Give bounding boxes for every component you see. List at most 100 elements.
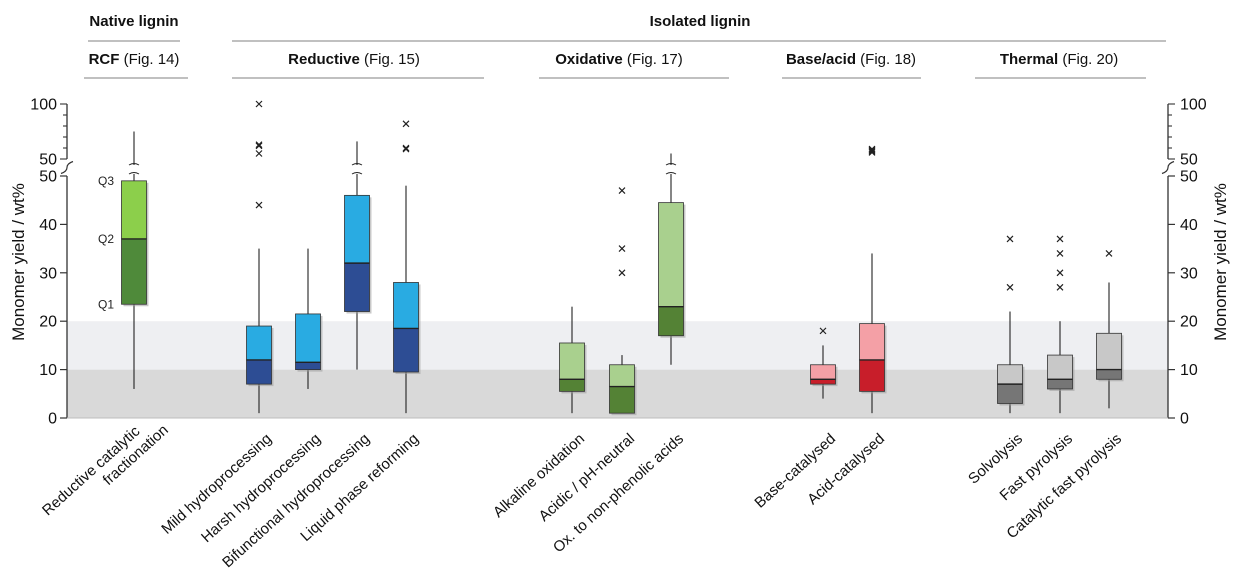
box-3	[344, 141, 372, 370]
outlier-marker	[255, 142, 263, 150]
y-tick-label: 0	[48, 411, 57, 428]
box-upper-quartile	[997, 364, 1023, 385]
y-tick-label: 30	[1180, 265, 1198, 282]
outlier-marker	[618, 269, 626, 277]
outlier-marker	[402, 144, 410, 152]
category-label: Reductive catalyticfractionation	[39, 408, 172, 532]
outlier-marker	[868, 147, 876, 155]
box-7	[658, 153, 686, 365]
group-header: Isolated lignin	[650, 13, 751, 30]
box-upper-quartile	[246, 325, 272, 361]
box-lower-quartile	[121, 238, 147, 305]
box-8	[810, 327, 838, 399]
outlier-marker	[868, 145, 876, 153]
category-label: Base-catalysed	[751, 430, 839, 511]
y-tick-label: 0	[1180, 411, 1189, 428]
box-0	[121, 131, 149, 389]
whisker-break-mark	[665, 172, 677, 175]
whisker-break-mark	[351, 163, 363, 166]
box-4	[393, 120, 421, 414]
y-tick-label: 50	[39, 169, 57, 186]
box-lower-quartile	[295, 361, 321, 370]
y-tick-label: 20	[39, 314, 57, 331]
subgroup-header: Oxidative (Fig. 17)	[555, 51, 683, 68]
box-lower-quartile	[246, 359, 272, 385]
box-lower-quartile	[1047, 378, 1073, 390]
box-upper-quartile	[658, 202, 684, 308]
box-10	[997, 235, 1025, 414]
box-lower-quartile	[997, 383, 1023, 404]
whisker-break-mark	[128, 163, 140, 166]
outlier-marker	[1006, 283, 1014, 291]
whisker-break-mark	[351, 172, 363, 175]
box-lower-quartile	[344, 262, 370, 312]
box-upper-quartile	[121, 180, 147, 240]
outlier-marker	[1105, 250, 1113, 257]
subgroup-header: Base/acid (Fig. 18)	[786, 51, 916, 68]
subgroup-header: Reductive (Fig. 15)	[288, 51, 420, 68]
outlier-marker	[255, 201, 263, 209]
axis-break-mark	[60, 160, 74, 175]
y-tick-label: 30	[39, 265, 57, 282]
quartile-label: Q2	[98, 232, 114, 246]
y-axis-label-left: Monomer yield / wt%	[9, 183, 28, 341]
outlier-marker	[402, 120, 410, 128]
y-tick-label: 100	[1180, 97, 1207, 114]
outlier-marker	[1056, 283, 1064, 291]
outlier-marker	[868, 146, 876, 154]
outlier-marker	[1056, 250, 1064, 257]
box-lower-quartile	[859, 359, 885, 392]
category-label: Alkaline oxidation	[490, 430, 588, 521]
band-10-20	[67, 321, 1168, 370]
y-tick-label: 10	[1180, 362, 1198, 379]
box-upper-quartile	[344, 194, 370, 264]
subgroup-header: RCF (Fig. 14)	[89, 51, 180, 68]
outlier-marker	[1006, 235, 1014, 243]
box-lower-quartile	[658, 306, 684, 337]
y-axis-label-right: Monomer yield / wt%	[1211, 183, 1230, 341]
box-9	[859, 145, 887, 414]
box-upper-quartile	[1047, 354, 1073, 380]
box-upper-quartile	[393, 282, 419, 329]
box-1	[246, 100, 274, 414]
y-tick-label: 40	[39, 217, 57, 234]
box-lower-quartile	[393, 328, 419, 373]
box-11	[1047, 235, 1075, 414]
outlier-marker	[1056, 269, 1064, 277]
box-2	[295, 248, 323, 389]
y-tick-label: 50	[1180, 169, 1198, 186]
group-header: Native lignin	[89, 13, 178, 30]
whisker-break-mark	[128, 172, 140, 175]
box-upper-quartile	[859, 323, 885, 361]
outlier-marker	[1056, 235, 1064, 243]
outlier-marker	[819, 327, 827, 335]
box-6	[609, 187, 637, 416]
y-tick-label: 50	[1180, 152, 1198, 169]
outlier-marker	[402, 145, 410, 153]
quartile-label: Q1	[98, 297, 114, 311]
subgroup-header: Thermal (Fig. 20)	[1000, 51, 1118, 68]
outlier-marker	[618, 187, 626, 194]
group-headers: Native lignin Isolated lignin RCF (Fig. 14…	[84, 13, 1166, 79]
box-upper-quartile	[810, 364, 836, 380]
outlier-marker	[255, 141, 263, 149]
box-upper-quartile	[295, 313, 321, 363]
box-plots: Q1 Q2 Q3	[98, 100, 1124, 416]
outlier-marker	[255, 150, 263, 157]
box-lower-quartile	[609, 386, 635, 414]
box-lower-quartile	[1096, 369, 1122, 380]
y-tick-label: 100	[30, 97, 57, 114]
outlier-marker	[255, 100, 263, 108]
box-5	[559, 306, 587, 414]
y-tick-label: 50	[39, 152, 57, 169]
quartile-label: Q3	[98, 174, 114, 188]
axis-break-mark	[1161, 160, 1175, 175]
box-upper-quartile	[609, 364, 635, 387]
whisker-break-mark	[665, 163, 677, 166]
box-upper-quartile	[1096, 332, 1122, 370]
y-tick-label: 40	[1180, 217, 1198, 234]
box-upper-quartile	[559, 342, 585, 380]
